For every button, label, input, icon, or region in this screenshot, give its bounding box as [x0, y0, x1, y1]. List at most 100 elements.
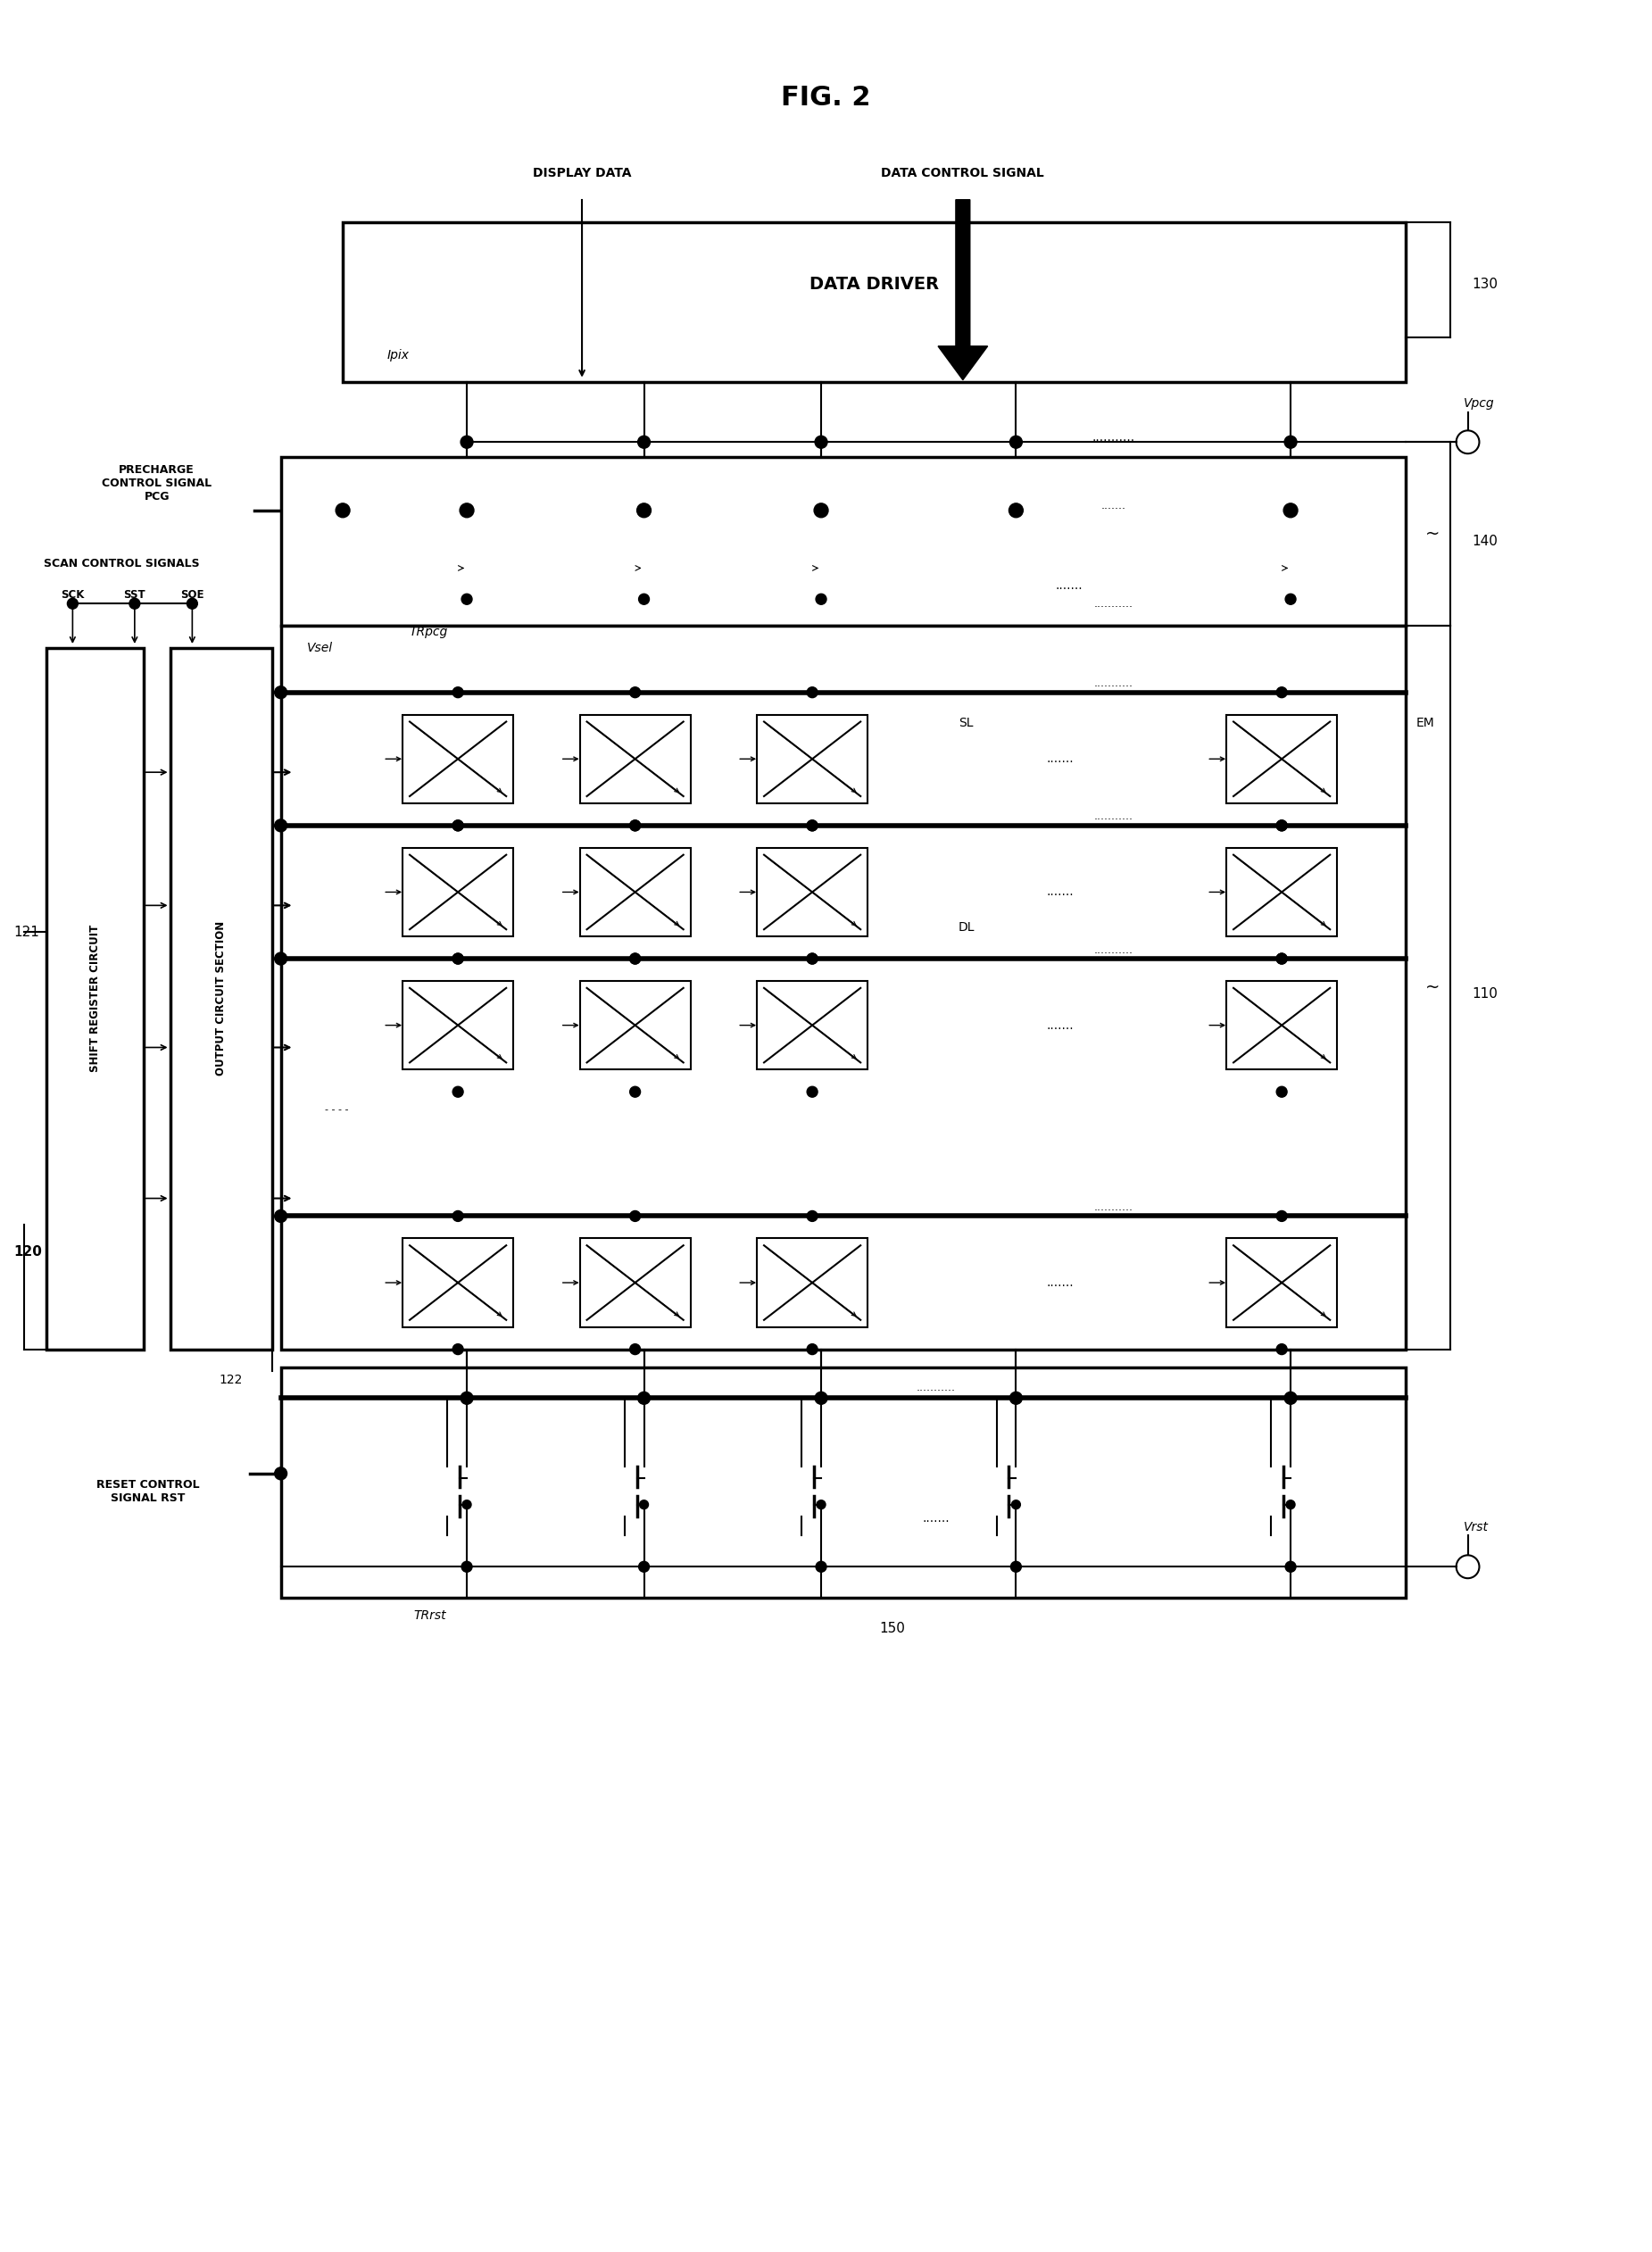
Circle shape	[274, 953, 287, 964]
Circle shape	[453, 953, 463, 964]
Bar	[757, 714, 867, 804]
Circle shape	[1277, 820, 1287, 831]
Text: .......: .......	[1100, 500, 1127, 511]
Bar	[1226, 847, 1336, 937]
Text: OUTPUT CIRCUIT SECTION: OUTPUT CIRCUIT SECTION	[215, 921, 226, 1076]
Circle shape	[638, 1392, 651, 1405]
Bar	[580, 714, 691, 804]
Text: DL: DL	[958, 921, 975, 935]
Text: .......: .......	[1047, 1277, 1074, 1288]
Text: ...........: ...........	[1094, 678, 1133, 689]
Text: 121: 121	[13, 926, 40, 939]
Text: 140: 140	[1472, 534, 1498, 547]
Text: SST: SST	[124, 590, 145, 601]
Circle shape	[461, 437, 472, 448]
Text: .......: .......	[1047, 885, 1074, 899]
Circle shape	[1009, 1392, 1023, 1405]
Text: SHIFT REGISTER CIRCUIT: SHIFT REGISTER CIRCUIT	[89, 926, 101, 1072]
Circle shape	[806, 953, 818, 964]
Circle shape	[806, 1344, 818, 1353]
Circle shape	[638, 437, 651, 448]
Circle shape	[461, 1561, 472, 1572]
Circle shape	[1009, 502, 1023, 518]
Text: SCAN CONTROL SIGNALS: SCAN CONTROL SIGNALS	[43, 558, 200, 570]
Text: .......: .......	[1047, 1018, 1074, 1031]
Circle shape	[453, 820, 463, 831]
Text: PRECHARGE
CONTROL SIGNAL
PCG: PRECHARGE CONTROL SIGNAL PCG	[102, 464, 211, 502]
Circle shape	[274, 1209, 287, 1223]
Circle shape	[463, 1500, 471, 1509]
Bar	[403, 982, 514, 1070]
Circle shape	[1284, 502, 1298, 518]
Circle shape	[1277, 953, 1287, 964]
Bar	[344, 223, 1406, 381]
Circle shape	[187, 599, 198, 608]
Text: Vpcg: Vpcg	[1464, 399, 1493, 410]
Bar	[580, 847, 691, 937]
Circle shape	[1009, 437, 1023, 448]
Bar	[580, 982, 691, 1070]
Circle shape	[1277, 1212, 1287, 1221]
Circle shape	[639, 1561, 649, 1572]
Circle shape	[129, 599, 140, 608]
Circle shape	[806, 687, 818, 698]
Text: .......: .......	[1047, 752, 1074, 766]
Circle shape	[816, 1561, 826, 1572]
Circle shape	[459, 502, 474, 518]
Circle shape	[1277, 1344, 1287, 1353]
Circle shape	[629, 820, 641, 831]
Circle shape	[453, 1212, 463, 1221]
Circle shape	[629, 1085, 641, 1097]
Text: Ipix: Ipix	[387, 349, 410, 360]
Text: TRpcg: TRpcg	[410, 626, 448, 637]
Text: ...........: ...........	[1094, 811, 1133, 822]
Bar	[403, 1239, 514, 1326]
Bar	[281, 626, 1406, 1349]
Circle shape	[816, 595, 826, 604]
Circle shape	[629, 820, 641, 831]
Bar	[1226, 714, 1336, 804]
Text: EM: EM	[1416, 716, 1436, 730]
Text: 120: 120	[13, 1245, 41, 1259]
Circle shape	[453, 1085, 463, 1097]
Text: .......: .......	[922, 1511, 950, 1525]
Text: DATA DRIVER: DATA DRIVER	[809, 275, 938, 293]
Circle shape	[806, 953, 818, 964]
Text: SL: SL	[958, 716, 973, 730]
Circle shape	[1277, 820, 1287, 831]
Text: ...........: ...........	[1094, 944, 1133, 955]
Circle shape	[274, 1468, 287, 1480]
Circle shape	[806, 1212, 818, 1221]
Circle shape	[639, 595, 649, 604]
Circle shape	[814, 437, 828, 448]
Circle shape	[453, 687, 463, 698]
Polygon shape	[938, 200, 988, 381]
Circle shape	[335, 502, 350, 518]
Bar	[281, 1367, 1406, 1599]
Bar	[403, 714, 514, 804]
Circle shape	[638, 502, 651, 518]
Text: ~: ~	[1426, 980, 1439, 995]
Text: 110: 110	[1472, 986, 1498, 1000]
Text: 122: 122	[218, 1374, 243, 1387]
Bar	[1226, 982, 1336, 1070]
Bar	[757, 1239, 867, 1326]
Circle shape	[806, 820, 818, 831]
Text: ...........: ...........	[1094, 597, 1133, 610]
Circle shape	[1285, 1561, 1295, 1572]
Circle shape	[1011, 1500, 1021, 1509]
Text: 150: 150	[879, 1621, 905, 1635]
Bar	[757, 982, 867, 1070]
Text: Vsel: Vsel	[307, 642, 334, 655]
Circle shape	[814, 502, 828, 518]
Circle shape	[1284, 437, 1297, 448]
Circle shape	[629, 1212, 641, 1221]
Text: RESET CONTROL
SIGNAL RST: RESET CONTROL SIGNAL RST	[96, 1480, 200, 1504]
Text: ...........: ...........	[917, 1383, 957, 1394]
Circle shape	[1277, 1085, 1287, 1097]
Circle shape	[461, 1392, 472, 1405]
Text: SOE: SOE	[180, 590, 205, 601]
Bar	[580, 1239, 691, 1326]
Circle shape	[1011, 1561, 1021, 1572]
Circle shape	[629, 953, 641, 964]
